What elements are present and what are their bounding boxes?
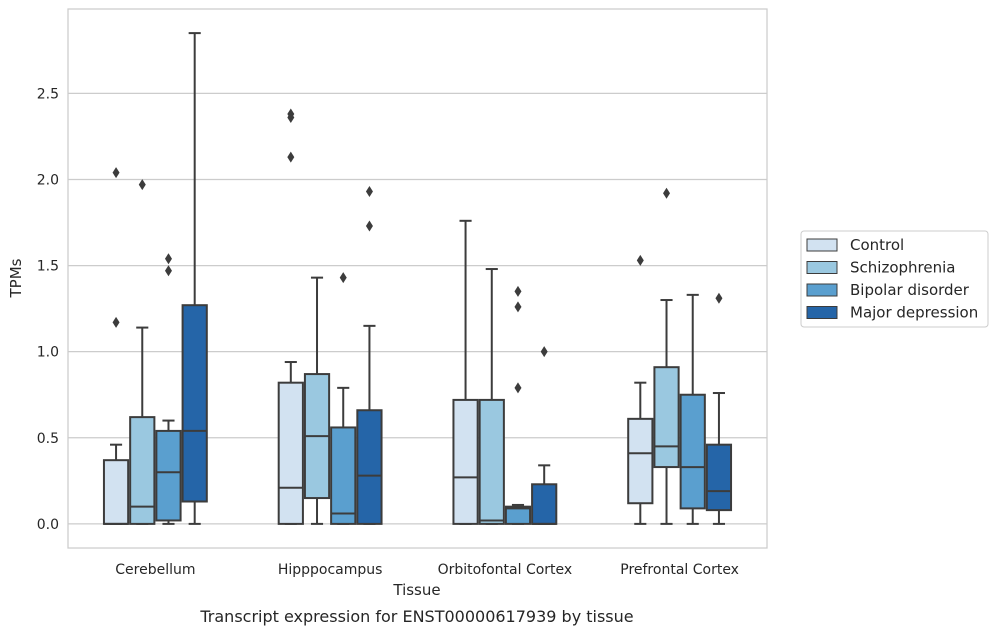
box	[705, 292, 733, 525]
box-body	[627, 417, 654, 505]
outlier-point	[287, 108, 295, 120]
box-plot-boxes	[102, 32, 733, 525]
outlier-point	[636, 254, 644, 266]
y-tick-label: 1.5	[37, 259, 59, 275]
y-tick-label: 2.0	[37, 172, 59, 188]
box-body	[356, 409, 383, 525]
x-tick-labels: Cerebellum Hipppocampus Orbitofontal Corte…	[115, 562, 739, 578]
outlier-point	[514, 382, 522, 394]
legend-swatch	[806, 238, 838, 252]
outlier-point	[365, 220, 373, 232]
box-body	[181, 304, 208, 503]
box	[303, 276, 331, 525]
legend-swatch	[806, 306, 838, 319]
box	[102, 167, 130, 525]
legend-label: Control	[850, 236, 904, 254]
legend-label: Schizophrenia	[850, 259, 955, 277]
box	[356, 186, 383, 525]
box-body	[653, 366, 680, 469]
y-tick-label: 0.5	[37, 431, 59, 447]
box-body	[531, 483, 558, 525]
box-body	[705, 443, 733, 512]
outlier-point	[514, 301, 522, 313]
box	[478, 268, 505, 525]
box	[452, 219, 479, 525]
legend-swatch	[806, 283, 838, 297]
outlier-point	[514, 285, 522, 297]
box-body	[478, 398, 505, 525]
box-body	[452, 398, 479, 525]
box	[627, 254, 654, 525]
x-tick-label: Cerebellum	[115, 562, 195, 578]
y-axis-label: TPMs	[7, 258, 25, 298]
y-tick-labels: 0.0 0.5 1.0 1.5 2.0 2.5	[37, 86, 59, 533]
box	[155, 253, 182, 525]
box-body	[679, 393, 706, 510]
plot-frame	[67, 8, 768, 549]
legend-label: Major depression	[850, 304, 978, 322]
box-body	[504, 505, 532, 525]
outlier-point	[112, 167, 120, 179]
box-body	[277, 381, 304, 525]
x-axis-label: Tissue	[392, 581, 440, 599]
legend-swatch	[806, 261, 838, 274]
outlier-point	[287, 151, 295, 163]
box	[277, 108, 304, 525]
outlier-point	[715, 292, 723, 304]
outlier-point	[540, 346, 548, 358]
y-tick-label: 2.5	[37, 86, 59, 102]
box-body	[129, 416, 156, 525]
box	[679, 293, 706, 525]
outlier-point	[663, 187, 671, 199]
x-tick-label: Orbitofontal Cortex	[438, 562, 573, 578]
legend-frame	[800, 230, 989, 328]
box	[330, 272, 357, 525]
legend: Control Schizophrenia Bipolar disorder Majo…	[800, 230, 989, 328]
outlier-point	[339, 272, 347, 284]
box	[504, 285, 532, 525]
outlier-point	[164, 253, 172, 265]
box-body	[102, 459, 130, 525]
outlier-point	[164, 265, 172, 277]
outlier-point	[112, 316, 120, 328]
box	[129, 179, 156, 525]
box	[653, 187, 680, 525]
box	[531, 346, 558, 525]
chart-caption: Transcript expression for ENST0000061793…	[199, 607, 633, 626]
box	[181, 32, 208, 525]
legend-label: Bipolar disorder	[850, 281, 970, 299]
y-tick-label: 1.0	[37, 345, 59, 361]
y-tick-label: 0.0	[37, 517, 59, 533]
outlier-point	[138, 179, 146, 191]
outlier-point	[365, 186, 373, 198]
x-tick-label: Prefrontal Cortex	[620, 562, 739, 578]
box-body	[330, 426, 357, 525]
x-tick-label: Hipppocampus	[278, 562, 383, 578]
box-body	[155, 429, 182, 522]
